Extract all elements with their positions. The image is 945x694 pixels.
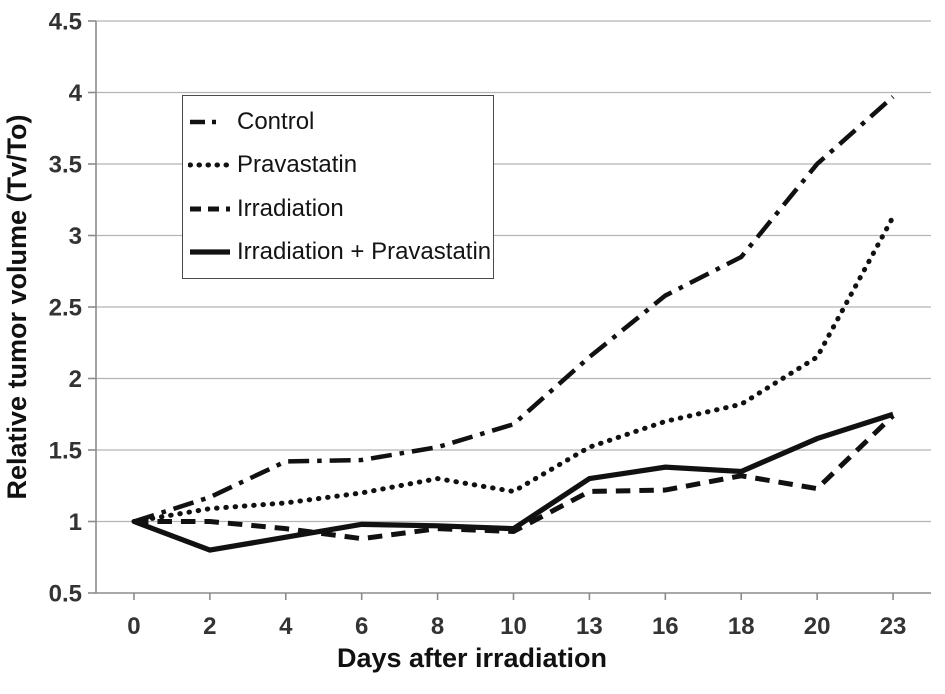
x-tick-label-4: 4 <box>279 613 293 640</box>
legend: Control Pravastatin Irradiation Irradiation… <box>182 95 494 279</box>
x-tick-label-20: 20 <box>804 613 831 640</box>
series-line-control <box>133 95 895 524</box>
legend-label: Irradiation + Pravastatin <box>237 238 492 266</box>
legend-label: Control <box>237 107 315 135</box>
series-lines <box>131 95 896 553</box>
legend-label: Irradiation <box>237 194 344 222</box>
x-tick-labels: 0 2 4 6 8 10 13 16 18 20 23 <box>127 613 906 640</box>
x-tick-label-8: 8 <box>431 613 444 640</box>
x-tick-label-13: 13 <box>576 613 603 640</box>
x-tick-label-6: 6 <box>355 613 368 640</box>
y-tick-label-1.5: 1.5 <box>49 438 82 465</box>
dashdot-line-sample-icon <box>190 119 230 124</box>
series-line-irradiation-pravastatin <box>133 411 894 553</box>
x-tick-label-10: 10 <box>500 613 527 640</box>
legend-item-irradiation: Irradiation <box>188 195 489 223</box>
y-tick-label-1: 1 <box>69 509 82 536</box>
x-tick-label-0: 0 <box>127 613 140 640</box>
x-axis-title: Days after irradiation <box>337 643 607 673</box>
y-axis-title: Relative tumor volume (Tv/To) <box>2 114 32 499</box>
x-tick-label-16: 16 <box>652 613 679 640</box>
y-tick-label-3: 3 <box>69 223 82 250</box>
y-tick-label-2.5: 2.5 <box>49 295 82 322</box>
solid-line-sample-icon <box>190 249 230 255</box>
x-tick-label-18: 18 <box>728 613 755 640</box>
dotted-line-sample-icon <box>188 162 232 168</box>
series-line-pravastatin <box>131 214 896 524</box>
y-tick-label-4.5: 4.5 <box>49 9 82 36</box>
y-tick-labels: 0.5 1 1.5 2 2.5 3 3.5 4 4.5 <box>49 9 83 608</box>
y-tick-label-2: 2 <box>69 366 82 393</box>
legend-item-irradiation-pravastatin: Irradiation + Pravastatin <box>188 238 492 266</box>
x-tick-label-23: 23 <box>880 613 907 640</box>
axes <box>88 20 931 600</box>
legend-item-control: Control <box>188 108 489 136</box>
y-tick-label-4: 4 <box>69 80 83 107</box>
legend-item-pravastatin: Pravastatin <box>188 151 489 179</box>
dashed-line-sample-icon <box>190 206 230 212</box>
series-line-irradiation <box>133 413 895 542</box>
y-tick-label-0.5: 0.5 <box>49 581 82 608</box>
legend-label: Pravastatin <box>237 151 358 179</box>
x-tick-label-2: 2 <box>203 613 216 640</box>
y-tick-label-3.5: 3.5 <box>49 152 82 179</box>
